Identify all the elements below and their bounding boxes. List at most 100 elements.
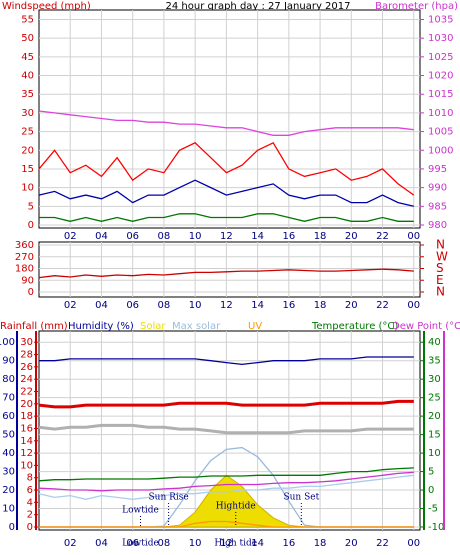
x-tick-label: 04 <box>95 231 108 242</box>
y-tick-label: 70 <box>2 393 15 404</box>
y2-tick-label: 15 <box>428 430 441 441</box>
y-tick-label: 0 <box>28 220 34 231</box>
x-tick-label: 06 <box>126 300 139 311</box>
y2-tick-label: 1010 <box>428 108 453 119</box>
y-tick-label: 25 <box>21 127 34 138</box>
y-tick-label: 10 <box>2 504 15 515</box>
y2-tick-label: 1035 <box>428 14 453 25</box>
series-line <box>39 520 414 528</box>
y-tick-label: 180 <box>15 264 34 275</box>
x-tick-label: 12 <box>220 231 233 242</box>
y-tick-label: 45 <box>21 52 34 63</box>
y3-tick-label: 4 <box>27 497 33 508</box>
y-tick-label: 40 <box>2 448 15 459</box>
y2-tick-label: 40 <box>428 337 441 348</box>
x-tick-label: 04 <box>95 300 108 311</box>
y2-tick-label: W <box>436 249 448 263</box>
series-line <box>38 471 414 492</box>
y-tick-label: 90 <box>21 275 34 286</box>
x-tick-label: 02 <box>64 231 77 242</box>
x-tick-label: 02 <box>64 538 77 549</box>
tide-label: High tide <box>214 539 257 549</box>
series-line <box>38 179 414 207</box>
y-tick-label: 60 <box>2 411 15 422</box>
y3-tick-label: 6 <box>27 485 33 496</box>
x-tick-label: 06 <box>126 538 139 549</box>
series-line <box>38 110 414 136</box>
y3-tick-label: 20 <box>20 399 33 410</box>
y2-axis-label: Barometer (hpa) <box>375 1 458 12</box>
legend-label: Rainfall (mm) <box>0 321 68 332</box>
plot-area <box>38 241 421 298</box>
y3-tick-label: 18 <box>20 411 33 422</box>
y3-tick-label: 0 <box>27 522 33 533</box>
x-tick-label: 18 <box>314 538 327 549</box>
x-tick-label: 06 <box>126 231 139 242</box>
x-tick-label: 16 <box>282 300 295 311</box>
annotation: Hightide <box>216 502 256 512</box>
x-tick-label: 00 <box>407 300 420 311</box>
annotation: Lowtide <box>122 506 159 516</box>
legend-label: Max solar <box>172 321 221 332</box>
series-line <box>38 268 414 279</box>
y-tick-label: 20 <box>21 145 34 156</box>
series-line <box>38 474 414 500</box>
y-tick-label: 90 <box>2 356 15 367</box>
y3-tick-label: 8 <box>27 473 33 484</box>
y-tick-label: 80 <box>2 374 15 385</box>
x-tick-label: 16 <box>282 231 295 242</box>
y2-tick-label: 1015 <box>428 89 453 100</box>
y2-tick-label: 995 <box>428 164 447 175</box>
legend-label: Dew Point (°C) <box>392 321 460 332</box>
series-line <box>38 467 414 482</box>
x-tick-label: 18 <box>314 300 327 311</box>
x-tick-label: 08 <box>158 231 171 242</box>
y2-tick-label: -5 <box>428 504 438 515</box>
y-tick-label: 5 <box>28 201 34 212</box>
y2-tick-label: 1020 <box>428 71 453 82</box>
y3-tick-label: 12 <box>20 448 33 459</box>
x-tick-label: 12 <box>220 300 233 311</box>
y2-tick-label: 990 <box>428 183 447 194</box>
series-line <box>38 141 415 196</box>
legend-label: Temperature (°C) <box>311 321 398 332</box>
x-tick-label: 08 <box>158 300 171 311</box>
x-tick-label: 00 <box>407 231 420 242</box>
y3-tick-label: 2 <box>27 510 33 521</box>
y-tick-label: 100 <box>0 337 15 348</box>
y-tick-label: 50 <box>21 33 34 44</box>
y3-tick-label: 26 <box>20 362 33 373</box>
y-tick-label: 20 <box>2 485 15 496</box>
y2-tick-label: 0 <box>428 485 434 496</box>
x-tick-label: 22 <box>376 538 389 549</box>
plot-area <box>38 9 421 229</box>
x-tick-label: 10 <box>189 538 202 549</box>
x-tick-label: 16 <box>282 538 295 549</box>
x-tick-label: 22 <box>376 300 389 311</box>
y2-tick-label: 20 <box>428 411 441 422</box>
series-line <box>39 213 414 222</box>
x-tick-label: 20 <box>345 231 358 242</box>
x-tick-label: 14 <box>251 538 264 549</box>
y2-tick-label: N <box>436 238 445 252</box>
y2-tick-label: 1005 <box>428 127 453 138</box>
x-tick-label: 10 <box>189 231 202 242</box>
chart-title: 24 hour graph day : 27 January 2017 <box>166 1 351 12</box>
series-line <box>38 399 414 409</box>
y2-tick-label: 35 <box>428 356 441 367</box>
y-tick-label: 360 <box>15 240 34 251</box>
y-tick-label: 55 <box>21 14 34 25</box>
y-tick-label: 0 <box>28 287 34 298</box>
y2-tick-label: E <box>436 273 444 287</box>
y2-tick-label: 985 <box>428 201 447 212</box>
y2-tick-label: S <box>436 261 444 275</box>
y-axis-label: Windspeed (mph) <box>2 1 91 12</box>
series-line <box>39 356 414 366</box>
y-tick-label: 35 <box>21 89 34 100</box>
y2-tick-label: 10 <box>428 448 441 459</box>
y2-tick-label: 30 <box>428 374 441 385</box>
x-tick-label: 10 <box>189 300 202 311</box>
x-tick-label: 04 <box>95 538 108 549</box>
y-tick-label: 40 <box>21 71 34 82</box>
